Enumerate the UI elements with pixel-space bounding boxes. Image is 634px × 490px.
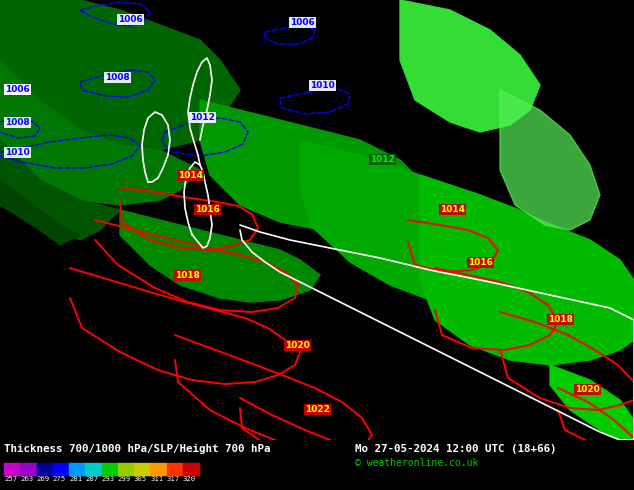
Polygon shape: [0, 60, 200, 205]
Text: 275: 275: [53, 476, 66, 482]
Text: 1006: 1006: [5, 85, 30, 94]
Polygon shape: [0, 0, 240, 150]
Text: 1006: 1006: [5, 85, 30, 94]
Text: 1006: 1006: [290, 18, 314, 27]
Text: 1018: 1018: [548, 315, 573, 324]
Polygon shape: [550, 365, 634, 440]
Text: 1010: 1010: [5, 148, 30, 157]
Text: 1008: 1008: [5, 118, 30, 127]
Text: 1014: 1014: [178, 171, 203, 180]
Text: 1010: 1010: [310, 81, 335, 90]
Text: © weatheronline.co.uk: © weatheronline.co.uk: [355, 458, 479, 468]
Text: 311: 311: [150, 476, 164, 482]
Bar: [183, 463, 199, 475]
Polygon shape: [500, 90, 600, 230]
Text: 1008: 1008: [105, 73, 130, 82]
Text: 263: 263: [20, 476, 34, 482]
Text: 1020: 1020: [575, 385, 600, 394]
Bar: [167, 463, 183, 475]
Text: 257: 257: [4, 476, 17, 482]
Text: 269: 269: [37, 476, 49, 482]
Text: 1012: 1012: [190, 113, 215, 122]
Bar: [53, 463, 69, 475]
Bar: [69, 463, 85, 475]
Text: 299: 299: [118, 476, 131, 482]
Text: 281: 281: [69, 476, 82, 482]
Text: 287: 287: [85, 476, 98, 482]
Polygon shape: [420, 175, 634, 365]
Text: Thickness 700/1000 hPa/SLP/Height 700 hPa: Thickness 700/1000 hPa/SLP/Height 700 hP…: [4, 444, 271, 454]
Text: 1016: 1016: [468, 258, 493, 267]
Text: 317: 317: [167, 476, 179, 482]
Text: Mo 27-05-2024 12:00 UTC (18+66): Mo 27-05-2024 12:00 UTC (18+66): [355, 444, 557, 454]
Text: 1006: 1006: [118, 15, 143, 24]
Bar: [101, 463, 118, 475]
Polygon shape: [200, 100, 420, 230]
Text: 1014: 1014: [440, 205, 465, 214]
Text: 1022: 1022: [305, 405, 330, 414]
Polygon shape: [120, 210, 320, 302]
Polygon shape: [0, 140, 120, 240]
Text: 320: 320: [183, 476, 196, 482]
Bar: [85, 463, 101, 475]
Bar: [4, 463, 20, 475]
Bar: [37, 463, 53, 475]
Text: 293: 293: [101, 476, 115, 482]
Bar: [150, 463, 167, 475]
Polygon shape: [0, 180, 80, 245]
Text: 1012: 1012: [370, 155, 395, 164]
Text: 1020: 1020: [285, 341, 310, 350]
Text: 1018: 1018: [175, 271, 200, 280]
Text: 305: 305: [134, 476, 147, 482]
Text: 1012: 1012: [370, 155, 395, 164]
Polygon shape: [400, 0, 540, 132]
Bar: [20, 463, 37, 475]
Bar: [118, 463, 134, 475]
Bar: [134, 463, 150, 475]
Text: 1016: 1016: [195, 205, 220, 214]
Polygon shape: [300, 140, 570, 302]
